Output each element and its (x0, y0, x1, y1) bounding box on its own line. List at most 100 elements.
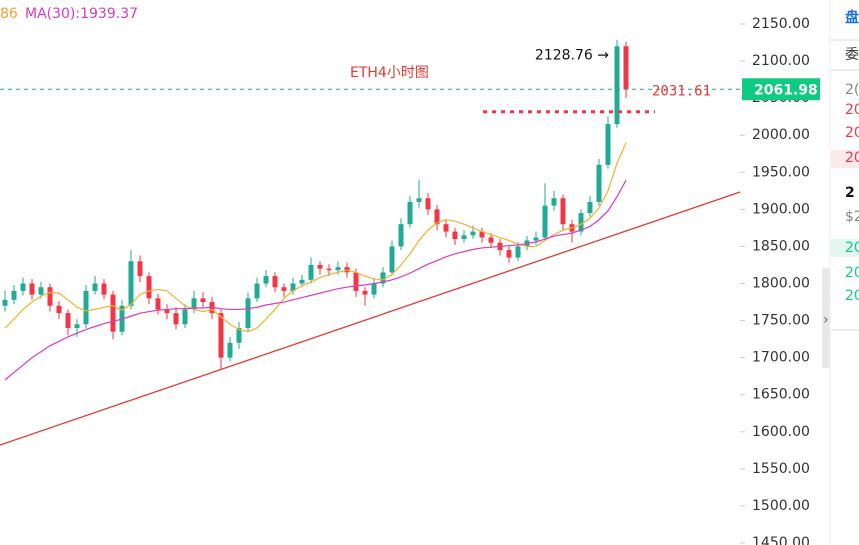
candle-body (191, 298, 197, 310)
y-tick-label: 1650.00 (752, 387, 810, 403)
candle-body (11, 290, 17, 300)
level-label: 2031.61 (652, 83, 711, 99)
candle-body (263, 276, 269, 284)
candle-body (416, 198, 422, 202)
candle-body (92, 283, 98, 291)
candle-body (2, 299, 8, 306)
candle-body (128, 261, 134, 306)
trend-line (0, 191, 741, 446)
legend-entry: MA(30):1939.37 (25, 6, 138, 22)
y-tick-label: 2150.00 (752, 16, 810, 32)
candle-body (56, 305, 62, 314)
candle-body (407, 201, 413, 225)
candle-body (560, 198, 566, 225)
candle-body (434, 209, 440, 225)
toggle-arrow: › (823, 312, 829, 328)
candle-body (443, 224, 449, 232)
candle-body (506, 250, 512, 258)
candle-body (47, 287, 53, 306)
candle-body (137, 261, 143, 277)
candle-body (515, 246, 521, 258)
candle-body (587, 201, 593, 214)
y-tick-label: 2100.00 (752, 53, 810, 69)
candle-body (542, 205, 548, 238)
y-tick-label: 1750.00 (752, 313, 810, 329)
candle-body (299, 279, 305, 284)
ma-line (4, 179, 627, 381)
candle-body (389, 246, 395, 273)
candle-body (326, 268, 332, 271)
candle-body (533, 237, 539, 241)
price-tag (742, 78, 820, 101)
panel-item: 20 (845, 125, 859, 141)
candle-body (110, 294, 116, 332)
candle-body (236, 327, 242, 343)
panel-item: 20 (845, 240, 859, 256)
candle-body (605, 124, 611, 165)
candle-body (182, 309, 188, 325)
candle-body (272, 276, 278, 288)
candle-body (254, 283, 260, 299)
high-marker: 2128.76 → (535, 48, 609, 64)
candle-body (155, 298, 161, 310)
candle-body (308, 264, 314, 280)
ma-line (4, 142, 627, 333)
candle-body (245, 298, 251, 328)
candle-body (470, 231, 476, 236)
y-tick-label: 2000.00 (752, 127, 810, 143)
candle-body (335, 267, 341, 271)
candle-body (353, 272, 359, 291)
candle-body (218, 313, 224, 358)
panel-item: 20 (845, 102, 859, 118)
panel-item: 2( (845, 82, 859, 98)
legend-fragment: 86 (0, 6, 18, 22)
y-tick-label: 1900.00 (752, 201, 810, 217)
candle-body (371, 283, 377, 295)
panel-toggle[interactable] (822, 268, 830, 368)
candle-body (227, 342, 233, 358)
candle-body (164, 309, 170, 314)
candle-body (281, 287, 287, 291)
candle-body (578, 213, 584, 232)
candle-body (461, 235, 467, 240)
candle-body (83, 290, 89, 325)
y-tick-label: 1800.00 (752, 276, 810, 292)
y-tick-label: 1550.00 (752, 461, 810, 477)
y-tick-label: 1600.00 (752, 424, 810, 440)
candle-body (362, 290, 368, 295)
candle-body (317, 264, 323, 269)
panel-item: 委 (845, 47, 859, 63)
candle-body (551, 198, 557, 206)
candle-body (173, 313, 179, 325)
panel-item: 2 (845, 185, 855, 201)
candle-body (452, 231, 458, 240)
chart-title: ETH4小时图 (350, 65, 429, 81)
candle-body (74, 324, 80, 328)
candle-body (20, 283, 26, 291)
panel-item: 盘 (845, 9, 859, 26)
candle-body (398, 224, 404, 247)
row-bg (831, 239, 859, 257)
y-tick-label: 1500.00 (752, 498, 810, 514)
candle-body (623, 46, 629, 90)
price-tag-label: 2061.98 (754, 82, 818, 98)
row-bg (831, 150, 859, 168)
panel-item: $2 (845, 209, 859, 225)
candle-body (146, 276, 152, 299)
panel-item: 20 (845, 265, 859, 281)
candle-body (488, 237, 494, 243)
y-tick-label: 1850.00 (752, 238, 810, 254)
panel-item: 20 (845, 150, 859, 166)
candle-body (29, 283, 35, 295)
candle-body (38, 287, 44, 295)
candle-body (65, 313, 71, 328)
y-tick-label: 1450.00 (752, 535, 810, 545)
panel-item: 20 (845, 288, 859, 304)
candle-body (290, 283, 296, 291)
candle-body (425, 198, 431, 210)
y-tick-label: 1950.00 (752, 164, 810, 180)
y-tick-label: 1700.00 (752, 350, 810, 366)
candle-body (380, 272, 386, 284)
candle-body (200, 298, 206, 303)
